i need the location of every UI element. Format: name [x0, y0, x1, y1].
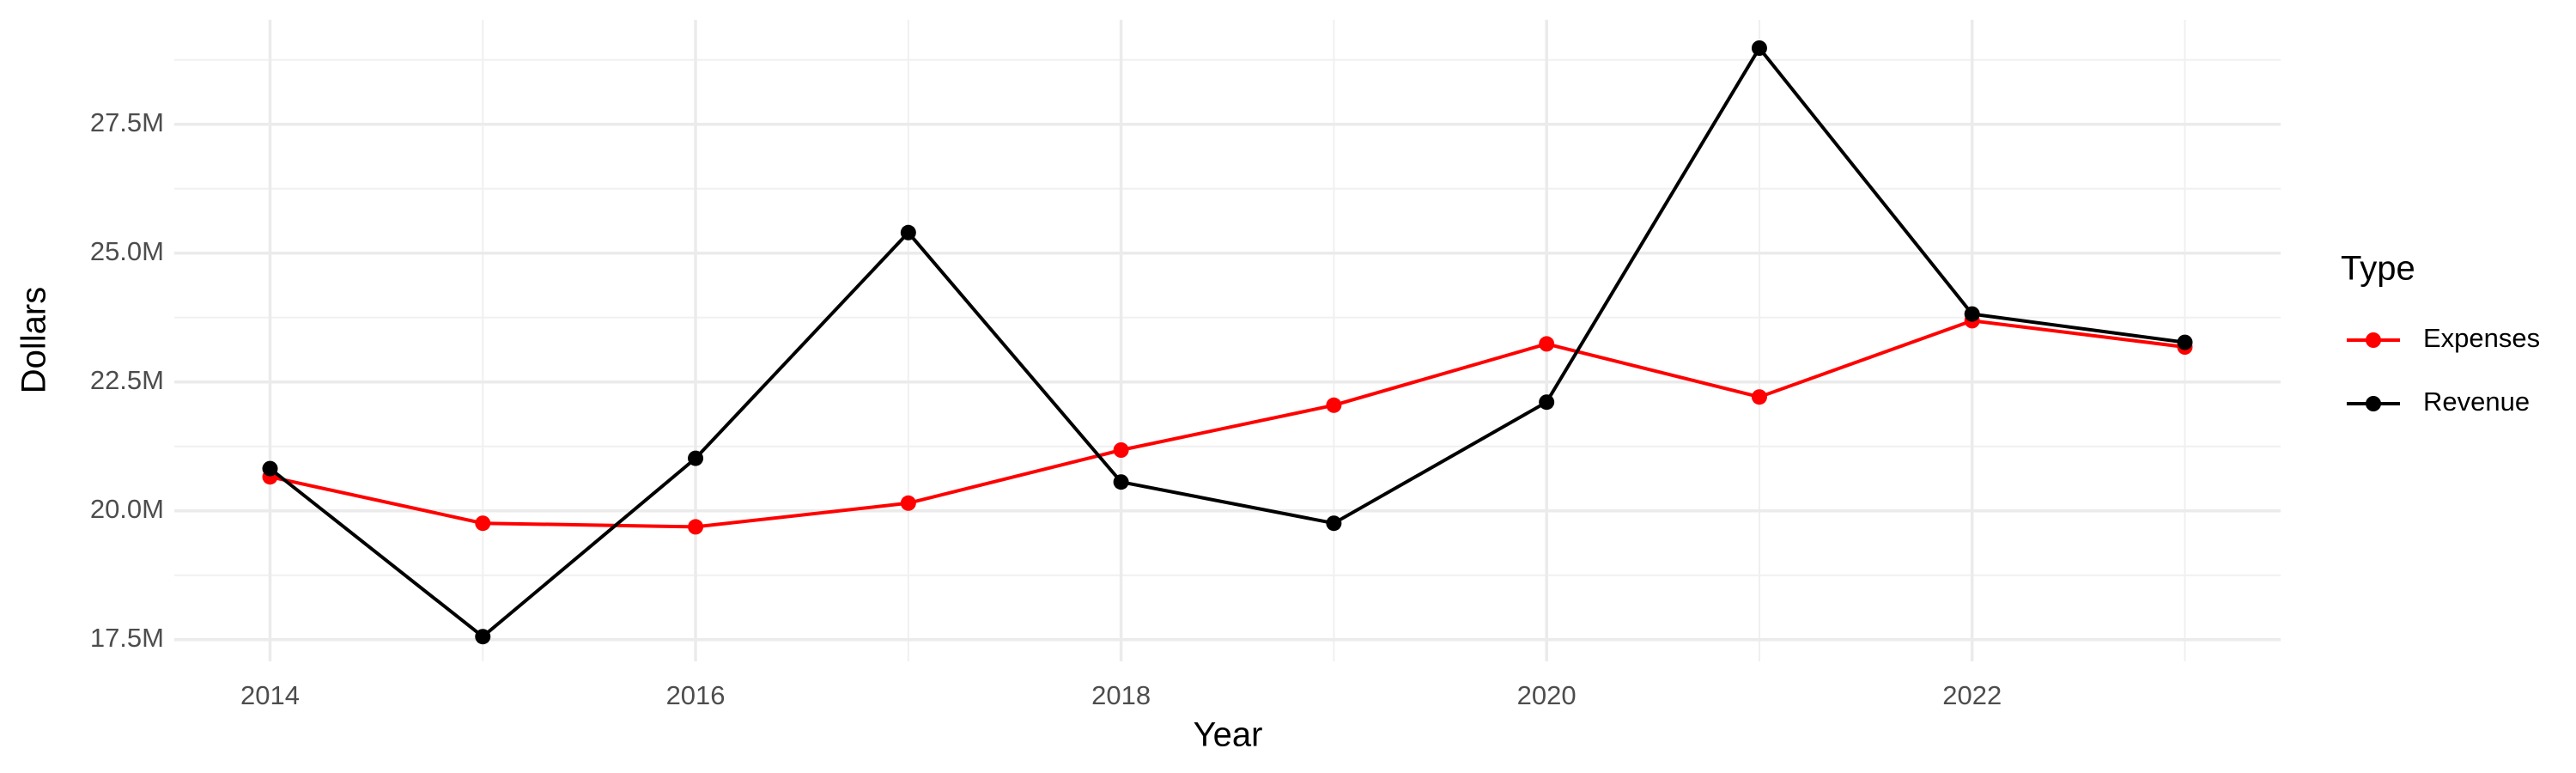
data-point: [1326, 397, 1342, 413]
data-point: [262, 460, 278, 477]
grid: [174, 20, 2281, 661]
series-line: [270, 319, 2185, 529]
x-tick-label: 2022: [1942, 680, 2002, 710]
legend-marker: [2366, 396, 2381, 411]
data-point: [688, 450, 704, 466]
y-tick-label: 17.5M: [90, 623, 164, 653]
y-tick-label: 27.5M: [90, 107, 164, 137]
data-point: [688, 519, 704, 535]
series-line: [269, 45, 2185, 639]
plot: [262, 40, 2193, 645]
x-tick-label: 2020: [1517, 680, 1577, 710]
data-point: [1751, 389, 1767, 405]
x-axis-title: Year: [1194, 716, 1263, 754]
y-tick-label: 20.0M: [90, 494, 164, 524]
legend-label: Revenue: [2423, 386, 2530, 417]
data-point: [1751, 40, 1767, 56]
data-point: [900, 224, 916, 240]
data-point: [1539, 336, 1555, 352]
data-point: [2177, 334, 2193, 350]
data-point: [1539, 394, 1555, 411]
data-point: [475, 629, 491, 645]
x-tick-label: 2016: [666, 680, 726, 710]
data-point: [1113, 474, 1129, 490]
data-point: [1113, 442, 1129, 458]
legend-title: Type: [2341, 250, 2415, 288]
data-point: [475, 515, 491, 532]
legend-label: Expenses: [2423, 323, 2540, 353]
data-point: [1326, 515, 1342, 532]
data-point: [900, 495, 916, 511]
x-tick-label: 2014: [240, 680, 300, 710]
x-tick-label: 2018: [1091, 680, 1151, 710]
y-axis-title: Dollars: [15, 287, 53, 393]
legend-marker: [2366, 332, 2381, 348]
y-tick-label: 22.5M: [90, 365, 164, 395]
data-point: [1964, 306, 1980, 322]
y-tick-label: 25.0M: [90, 236, 164, 266]
